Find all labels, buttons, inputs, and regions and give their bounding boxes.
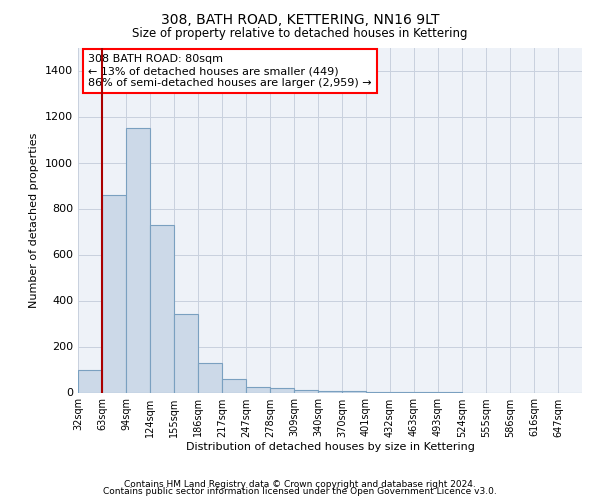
- Bar: [294, 390, 318, 392]
- Bar: [270, 388, 294, 392]
- Bar: [150, 224, 174, 392]
- Bar: [78, 370, 102, 392]
- Bar: [222, 378, 246, 392]
- Text: Size of property relative to detached houses in Kettering: Size of property relative to detached ho…: [132, 28, 468, 40]
- X-axis label: Distribution of detached houses by size in Kettering: Distribution of detached houses by size …: [185, 442, 475, 452]
- Text: Contains public sector information licensed under the Open Government Licence v3: Contains public sector information licen…: [103, 487, 497, 496]
- Bar: [318, 390, 342, 392]
- Text: 308, BATH ROAD, KETTERING, NN16 9LT: 308, BATH ROAD, KETTERING, NN16 9LT: [161, 12, 439, 26]
- Bar: [174, 314, 198, 392]
- Text: Contains HM Land Registry data © Crown copyright and database right 2024.: Contains HM Land Registry data © Crown c…: [124, 480, 476, 489]
- Bar: [198, 362, 222, 392]
- Text: 308 BATH ROAD: 80sqm
← 13% of detached houses are smaller (449)
86% of semi-deta: 308 BATH ROAD: 80sqm ← 13% of detached h…: [88, 54, 372, 88]
- Bar: [126, 128, 150, 392]
- Bar: [102, 194, 126, 392]
- Bar: [246, 387, 270, 392]
- Y-axis label: Number of detached properties: Number of detached properties: [29, 132, 40, 308]
